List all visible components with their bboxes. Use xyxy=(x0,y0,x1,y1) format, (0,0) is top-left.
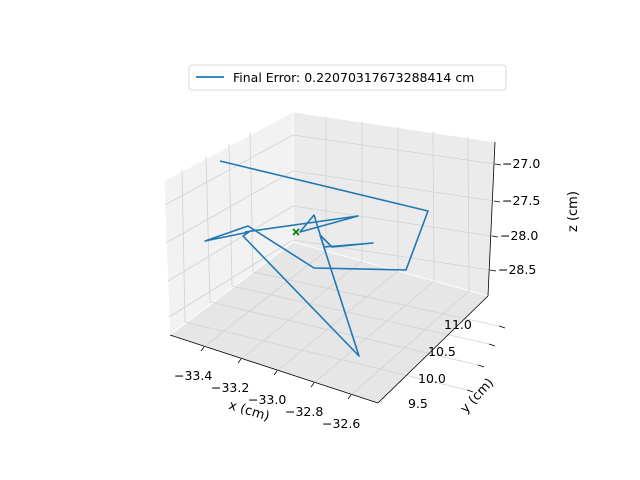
x-tick-label: −32.6 xyxy=(322,416,360,431)
legend-entry-label: Final Error: 0.22070317673288414 cm xyxy=(233,70,474,85)
y-tick-label: 9.5 xyxy=(408,396,428,411)
y-tick-label: 10.5 xyxy=(428,344,456,359)
y-axis-line xyxy=(377,295,489,404)
z-tick-label: −28.5 xyxy=(498,262,536,277)
target-marker xyxy=(292,228,300,236)
z-tick-label: −28.0 xyxy=(500,228,538,243)
axes-panes xyxy=(163,111,496,404)
legend-frame xyxy=(188,64,507,91)
z-tick-label: −27.5 xyxy=(502,193,540,208)
z-tick-label: −27.0 xyxy=(502,156,540,171)
y-tick-label: 11.0 xyxy=(444,317,472,332)
grid-lines xyxy=(164,117,500,396)
axis-lines xyxy=(169,141,496,404)
legend: Final Error: 0.22070317673288414 cm xyxy=(188,64,507,91)
y-tick-label: 10.0 xyxy=(418,371,446,386)
x-tick-label: −32.8 xyxy=(285,404,323,419)
x-tick-label: −33.4 xyxy=(174,368,212,383)
z-axis-label: z (cm) xyxy=(566,191,581,232)
x-tick-label: −33.0 xyxy=(248,392,286,407)
x-axis-line xyxy=(169,334,379,404)
y-axis-label: y (cm) xyxy=(458,376,497,417)
tick-marks xyxy=(200,163,506,400)
tick-labels: −33.4 −33.2 −33.0 −32.8 −32.6 9.5 10.0 1… xyxy=(174,156,540,431)
series-line xyxy=(204,160,429,357)
x-tick-label: −33.2 xyxy=(211,380,249,395)
z-axis-line xyxy=(487,141,496,297)
